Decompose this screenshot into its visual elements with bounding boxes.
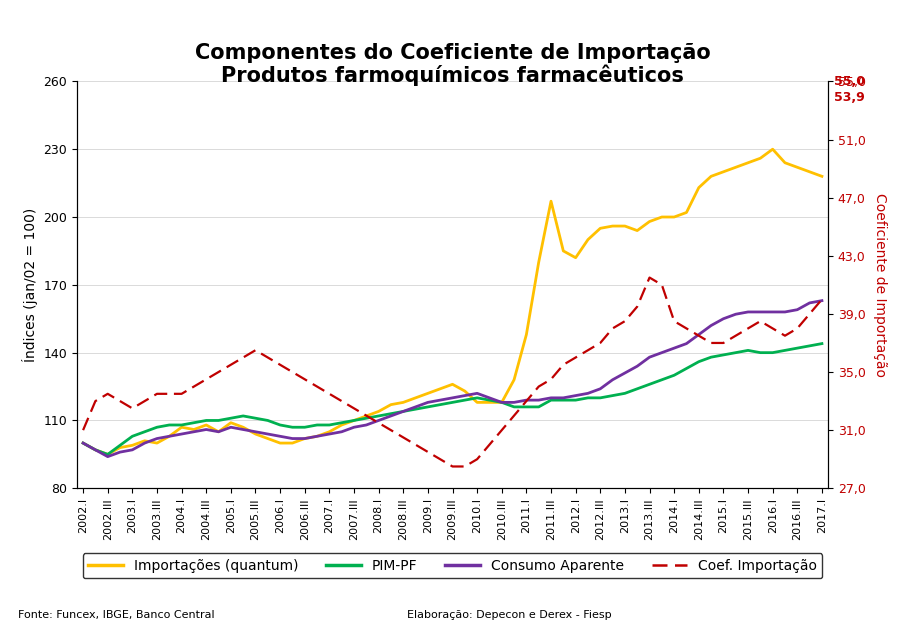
Text: Elaboração: Depecon e Derex - Fiesp: Elaboração: Depecon e Derex - Fiesp bbox=[407, 610, 612, 620]
Text: Componentes do Coeficiente de Importação: Componentes do Coeficiente de Importação bbox=[195, 43, 710, 63]
Text: Produtos farmoquímicos farmacêuticos: Produtos farmoquímicos farmacêuticos bbox=[221, 64, 684, 86]
Legend: Importações (quantum), PIM-PF, Consumo Aparente, Coef. Importação: Importações (quantum), PIM-PF, Consumo A… bbox=[82, 553, 823, 578]
Text: 55,0: 55,0 bbox=[834, 75, 864, 88]
Y-axis label: Coeficiente de Importação: Coeficiente de Importação bbox=[872, 193, 887, 377]
Y-axis label: Índices (jan/02 = 100): Índices (jan/02 = 100) bbox=[22, 208, 38, 362]
Text: Fonte: Funcex, IBGE, Banco Central: Fonte: Funcex, IBGE, Banco Central bbox=[18, 610, 214, 620]
Text: 53,9: 53,9 bbox=[834, 91, 864, 104]
